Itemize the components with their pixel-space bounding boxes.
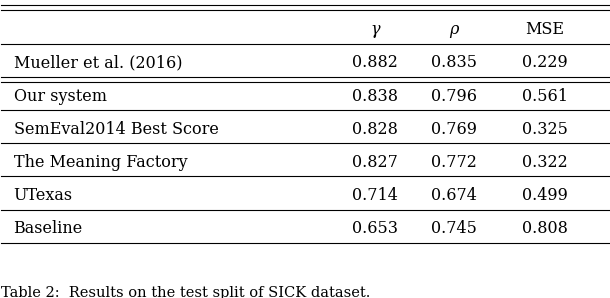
Text: 0.674: 0.674	[431, 187, 476, 204]
Text: 0.882: 0.882	[352, 55, 398, 72]
Text: 0.772: 0.772	[431, 154, 476, 171]
Text: MSE: MSE	[525, 21, 564, 38]
Text: γ: γ	[370, 21, 379, 38]
Text: 0.808: 0.808	[522, 221, 568, 238]
Text: 0.796: 0.796	[431, 88, 477, 105]
Text: Table 2:  Results on the test split of SICK dataset.: Table 2: Results on the test split of SI…	[1, 286, 371, 298]
Text: 0.322: 0.322	[522, 154, 568, 171]
Text: 0.838: 0.838	[352, 88, 398, 105]
Text: Mueller et al. (2016): Mueller et al. (2016)	[13, 55, 182, 72]
Text: The Meaning Factory: The Meaning Factory	[13, 154, 187, 171]
Text: 0.229: 0.229	[522, 55, 568, 72]
Text: 0.828: 0.828	[352, 121, 398, 138]
Text: SemEval2014 Best Score: SemEval2014 Best Score	[13, 121, 218, 138]
Text: 0.653: 0.653	[352, 221, 398, 238]
Text: 0.745: 0.745	[431, 221, 476, 238]
Text: 0.714: 0.714	[352, 187, 398, 204]
Text: ρ: ρ	[449, 21, 459, 38]
Text: UTexas: UTexas	[13, 187, 73, 204]
Text: 0.561: 0.561	[522, 88, 568, 105]
Text: 0.325: 0.325	[522, 121, 568, 138]
Text: 0.769: 0.769	[431, 121, 477, 138]
Text: 0.499: 0.499	[522, 187, 568, 204]
Text: 0.827: 0.827	[352, 154, 398, 171]
Text: Our system: Our system	[13, 88, 107, 105]
Text: 0.835: 0.835	[431, 55, 477, 72]
Text: Baseline: Baseline	[13, 221, 83, 238]
